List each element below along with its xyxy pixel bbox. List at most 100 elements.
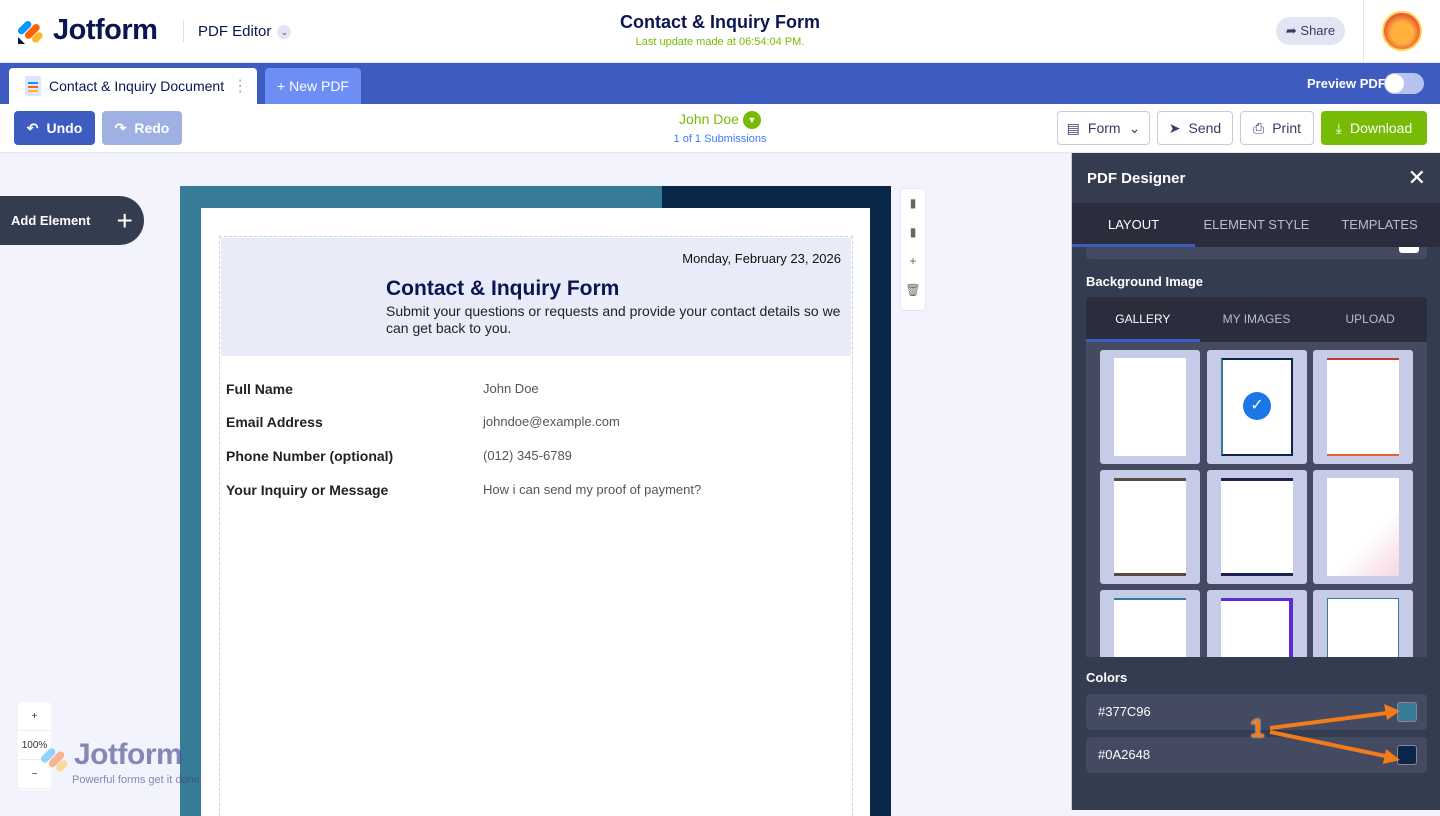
gallery-thumbnail[interactable] — [1207, 590, 1307, 657]
tab-upload[interactable]: UPLOAD — [1345, 312, 1395, 326]
toolbar: ↶ Undo ↷ Redo John Doe ▼ 1 of 1 Submissions… — [0, 104, 1440, 153]
jotform-logo-icon — [17, 20, 43, 44]
gallery-thumbnail[interactable] — [1313, 470, 1413, 584]
form-dropdown[interactable]: ▤ Form ⌄ — [1057, 111, 1150, 145]
divider — [1363, 0, 1364, 63]
redo-button[interactable]: ↷ Redo — [102, 111, 182, 145]
avatar[interactable] — [1382, 11, 1422, 51]
more-options-icon[interactable]: ⋮ — [232, 78, 249, 95]
last-update-status: Last update made at 06:54:04 PM. — [635, 36, 805, 48]
brand-name: Jotform — [53, 14, 158, 46]
print-button[interactable]: ⎙ Print — [1240, 111, 1314, 145]
submission-count: 1 of 1 Submissions — [673, 133, 767, 145]
divider — [183, 20, 184, 42]
field-value: (012) 345-6789 — [483, 448, 572, 463]
form-icon: ▤ — [1066, 119, 1080, 136]
share-label: Share — [1300, 23, 1336, 38]
color-swatch[interactable] — [1397, 745, 1417, 765]
new-pdf-button[interactable]: + New PDF — [265, 68, 361, 104]
page-corner-right — [662, 186, 891, 208]
zoom-controls: + 100% − — [18, 702, 51, 790]
preview-pdf-toggle[interactable] — [1384, 73, 1424, 94]
close-icon[interactable]: ✕ — [1407, 165, 1426, 190]
field-value: How i can send my proof of payment? — [483, 482, 702, 497]
add-element-label: Add Element — [11, 213, 91, 228]
gallery-thumbnail[interactable] — [1100, 350, 1200, 464]
gallery-thumbnail[interactable] — [1100, 590, 1200, 657]
jotform-logo-icon — [41, 748, 68, 772]
add-element-button[interactable]: Add Element + — [0, 196, 144, 245]
field-label: Phone Number (optional) — [226, 448, 394, 464]
page-tools: ▮ ▮ + 🗑 — [900, 188, 926, 311]
checkmark-icon: ✓ — [1243, 392, 1271, 420]
tab-gallery[interactable]: GALLERY — [1086, 297, 1200, 342]
page-settings-icon[interactable]: ▮ — [909, 196, 917, 210]
color-hex: #377C96 — [1098, 704, 1151, 719]
page-title: Contact & Inquiry Form — [619, 12, 820, 32]
annotation-number: 1 — [1250, 713, 1265, 743]
gallery-thumbnail[interactable] — [1313, 590, 1413, 657]
gallery-tabs: GALLERY MY IMAGES UPLOAD — [1086, 297, 1427, 342]
jotform-logo[interactable]: Jotform — [17, 14, 158, 47]
redo-icon: ↷ — [114, 119, 127, 136]
product-switcher[interactable]: PDF Editor ⌄ — [198, 23, 292, 40]
add-page-icon[interactable]: + — [909, 254, 917, 268]
chevron-down-icon: ⌄ — [277, 24, 292, 39]
arrow-to-primary-swatch — [1269, 710, 1396, 730]
background-image-label: Background Image — [1086, 274, 1204, 289]
jotform-watermark: Jotform Powerful forms get it done — [40, 738, 200, 786]
send-button[interactable]: ➤ Send — [1157, 111, 1233, 145]
arrowhead — [1384, 704, 1400, 720]
product-name: PDF Editor — [198, 23, 272, 40]
zoom-out-button[interactable]: − — [18, 760, 51, 789]
download-label: Download — [1349, 120, 1413, 136]
form-date: Monday, February 23, 2026 — [682, 251, 841, 266]
plus-icon: + — [116, 204, 133, 236]
download-button[interactable]: ⤓ Download — [1321, 111, 1427, 145]
color-hex: #0A2648 — [1098, 747, 1151, 762]
zoom-in-button[interactable]: + — [18, 702, 51, 731]
panel-tabs: LAYOUT ELEMENT STYLE TEMPLATES — [1072, 203, 1440, 247]
share-button[interactable]: ➦ Share — [1276, 17, 1345, 45]
color-row-primary[interactable]: #377C96 — [1086, 694, 1427, 730]
form-header[interactable]: Monday, February 23, 2026 Contact & Inqu… — [221, 238, 851, 356]
watermark-brand: Jotform — [74, 738, 183, 771]
send-label: Send — [1188, 120, 1222, 136]
form-label: Form — [1087, 120, 1121, 136]
color-row-secondary[interactable]: #0A2648 — [1086, 737, 1427, 773]
redo-label: Redo — [134, 120, 170, 136]
pdf-page[interactable]: Monday, February 23, 2026 Contact & Inqu… — [180, 186, 891, 816]
pdf-designer-panel: PDF Designer ✕ LAYOUT ELEMENT STYLE TEMP… — [1071, 153, 1440, 810]
tab-document[interactable]: Contact & Inquiry Document ⋮ — [9, 68, 257, 104]
zoom-level: 100% — [18, 731, 51, 760]
form-title: Contact & Inquiry Form — [386, 277, 620, 300]
tab-my-images[interactable]: MY IMAGES — [1222, 312, 1291, 326]
preview-pdf-label: Preview PDF — [1307, 76, 1386, 91]
field-value: johndoe@example.com — [483, 414, 620, 429]
gallery-thumbnail[interactable] — [1100, 470, 1200, 584]
gallery-thumbnail-selected[interactable]: ✓ — [1207, 350, 1307, 464]
page-template-icon[interactable]: ▮ — [909, 225, 917, 239]
annotation-arrows — [1269, 704, 1400, 764]
tab-layout[interactable]: LAYOUT — [1072, 203, 1195, 247]
page-corner-left — [180, 186, 409, 208]
gallery-thumbnail[interactable] — [1313, 350, 1413, 464]
chevron-down-icon: ▼ — [742, 111, 761, 130]
page-content: Monday, February 23, 2026 Contact & Inqu… — [201, 208, 870, 816]
delete-page-icon[interactable]: 🗑 — [905, 283, 921, 297]
download-icon: ⤓ — [1335, 119, 1342, 136]
share-icon: ➦ — [1285, 23, 1297, 38]
submission-selector[interactable]: John Doe ▼ — [0, 111, 1440, 130]
content-frame — [219, 236, 853, 816]
top-header: Jotform PDF Editor ⌄ Contact & Inquiry Fo… — [0, 0, 1440, 63]
field-label: Email Address — [226, 414, 323, 430]
undo-label: Undo — [46, 120, 83, 136]
tab-element-style[interactable]: ELEMENT STYLE — [1203, 217, 1310, 232]
undo-icon: ↶ — [26, 119, 39, 136]
field-value: John Doe — [483, 381, 539, 396]
tab-templates[interactable]: TEMPLATES — [1341, 217, 1418, 232]
gallery-thumbnail[interactable] — [1207, 470, 1307, 584]
submission-user: John Doe — [679, 111, 739, 127]
undo-button[interactable]: ↶ Undo — [14, 111, 95, 145]
print-icon: ⎙ — [1253, 119, 1265, 136]
